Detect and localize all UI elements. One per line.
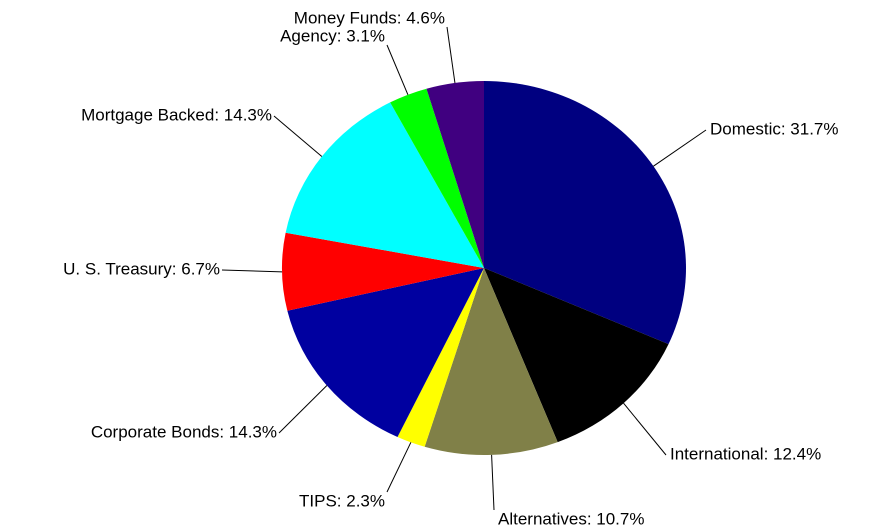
leader-line (623, 402, 667, 456)
pie-slice (287, 268, 484, 437)
slice-label: Domestic: 31.7% (710, 119, 839, 138)
pie-slice (397, 268, 484, 447)
leader-line (278, 385, 328, 434)
slice-label: Alternatives: 10.7% (498, 509, 644, 528)
slice-label: Agency: 3.1% (280, 26, 385, 45)
pie-slice (424, 268, 558, 455)
leader-line (386, 442, 412, 493)
slice-label: International: 12.4% (670, 444, 821, 463)
pie-slice (282, 232, 484, 311)
slice-label: Corporate Bonds: 14.3% (91, 422, 277, 441)
pie-slice (484, 268, 669, 443)
slice-label: Mortgage Backed: 14.3% (81, 105, 272, 124)
leader-line (491, 454, 495, 511)
leader-line (273, 115, 323, 157)
pie-slice (390, 88, 484, 268)
pie-slice (426, 81, 484, 268)
leader-line (221, 269, 283, 273)
slice-label: U. S. Treasury: 6.7% (63, 259, 220, 278)
pie-slice (484, 81, 686, 345)
pie-slice (285, 102, 484, 268)
leader-line (446, 26, 456, 84)
slice-label: Money Funds: 4.6% (294, 8, 445, 27)
slice-label: TIPS: 2.3% (299, 491, 385, 510)
leader-line (653, 129, 707, 167)
leader-line (386, 44, 409, 95)
